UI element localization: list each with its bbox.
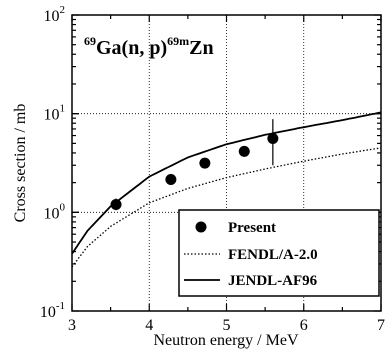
legend-box [178,209,380,297]
x-tick-label: 4 [145,317,153,334]
data-point [238,145,250,157]
x-tick-label: 5 [223,317,231,334]
legend-marker-present [195,221,207,233]
y-tick-label: 102 [44,4,66,25]
y-tick-label: 100 [44,201,66,222]
x-axis-title: Neutron energy / MeV [154,332,299,349]
data-point [199,157,211,169]
data-point [165,174,177,186]
y-tick-label: 10-1 [40,300,65,321]
legend: Present FENDL/A-2.0 JENDL-AF96 [178,209,380,297]
reaction-mass-in: 69 [84,34,96,48]
x-tick-label: 3 [68,317,76,334]
y-axis-title: Cross section / mb [12,104,29,223]
y-tick-labels: 10-1 100 101 102 [40,4,66,321]
legend-label-fendl: FENDL/A-2.0 [228,247,318,263]
error-bars [115,119,274,211]
data-point [267,133,279,145]
reaction-product: Zn [189,37,213,59]
series-lines [71,111,382,268]
x-tick-labels: 3 4 5 6 7 [68,317,385,334]
reaction-annotation: 69Ga(n, p)69mZn [84,34,214,59]
legend-label-jendl: JENDL-AF96 [228,273,318,289]
series-line-jendl [71,111,382,255]
y-tick-label: 101 [44,103,66,124]
data-point [110,199,122,211]
x-tick-label: 7 [377,317,385,334]
reaction-mass-out: 69m [167,34,189,48]
axis-ticks [71,14,382,312]
reaction-formula: Ga(n, p) [96,37,167,59]
x-tick-label: 6 [300,317,308,334]
legend-label-present: Present [228,220,276,236]
data-markers [110,133,279,211]
